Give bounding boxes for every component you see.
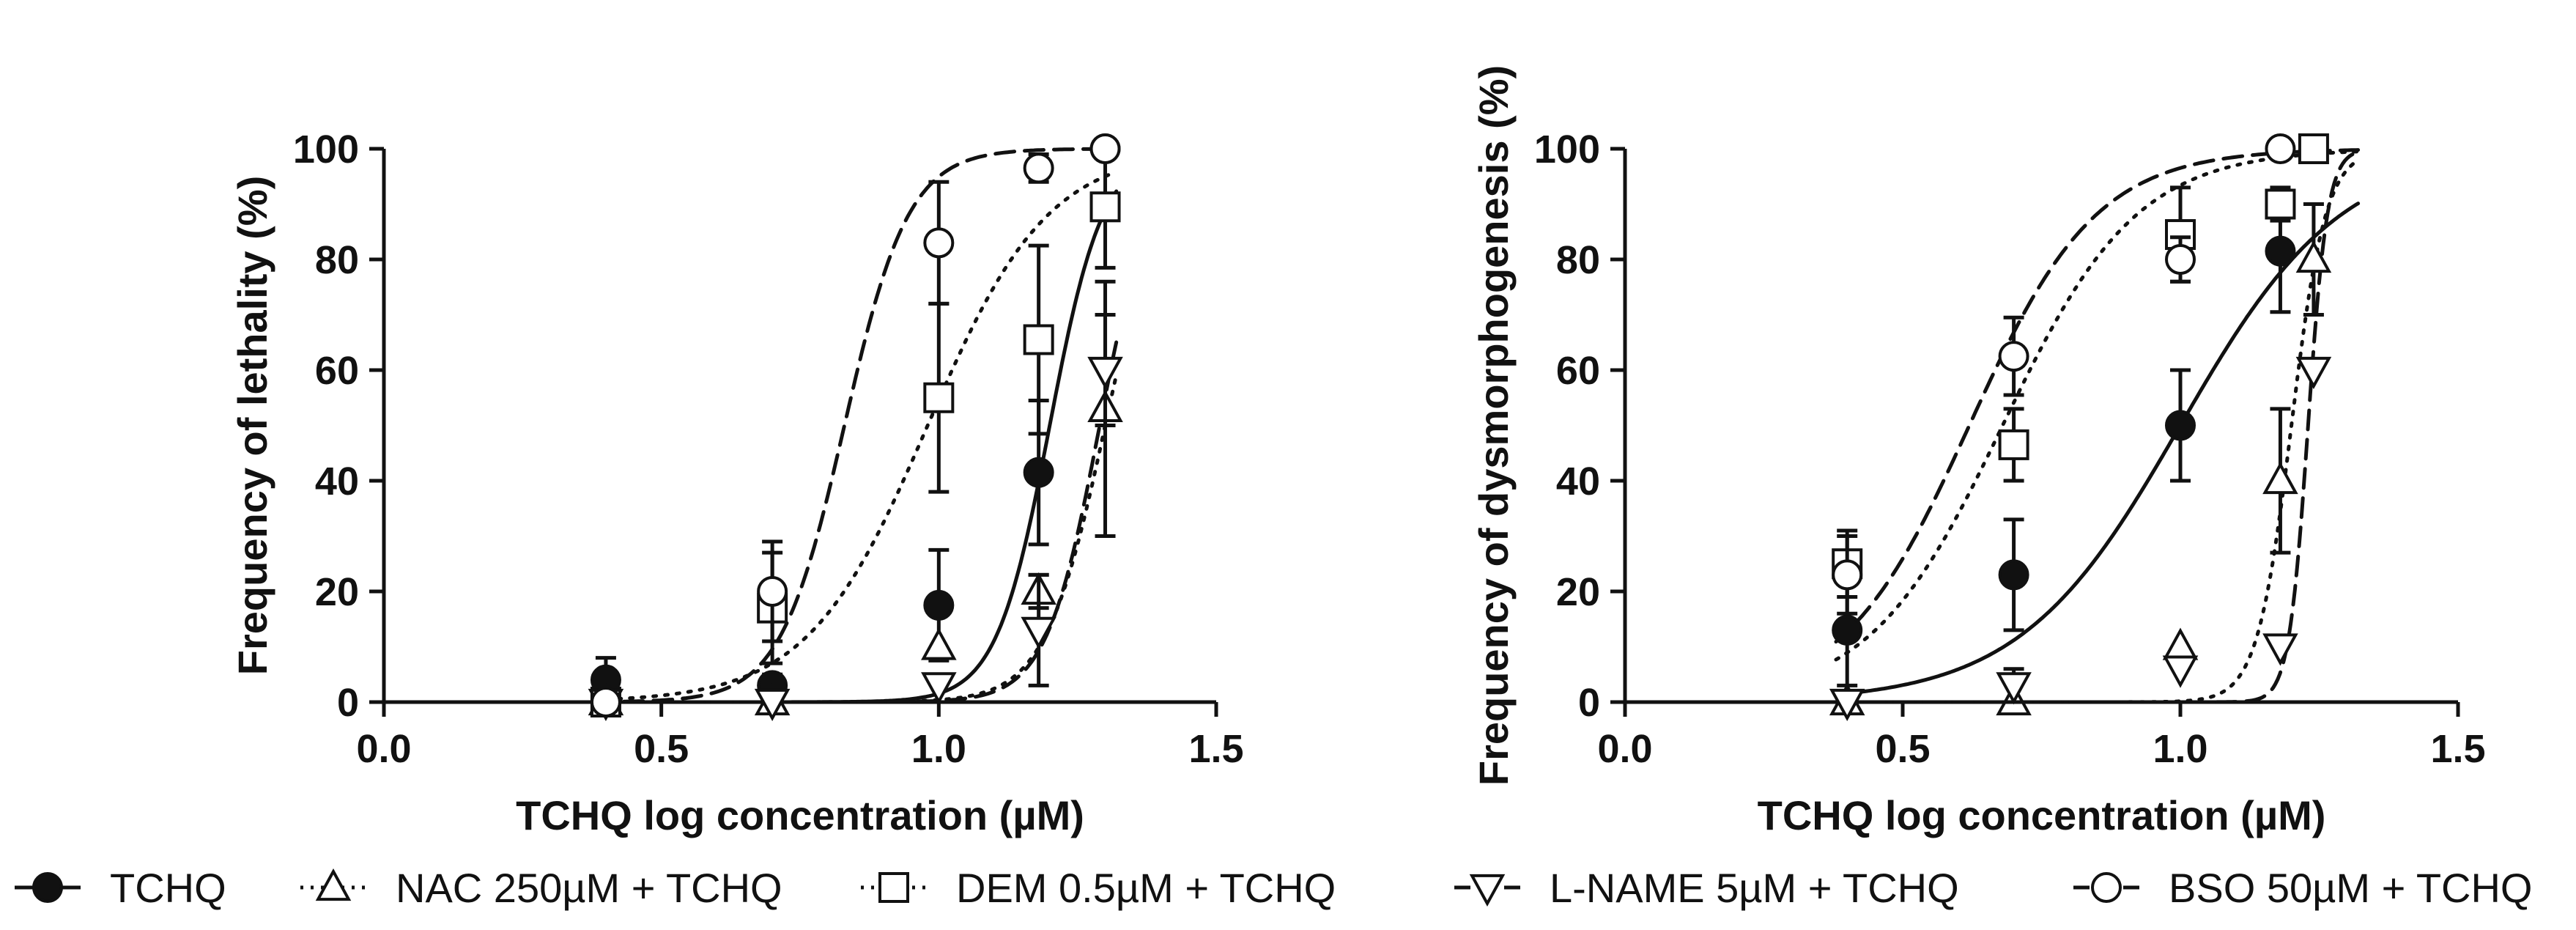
data-point [2262, 633, 2298, 666]
y-tick-label: 40 [315, 460, 359, 503]
legend-marker [878, 872, 909, 903]
fit-curve [593, 170, 1119, 702]
legend-item: NAC 250µM + TCHQ [300, 865, 782, 911]
y-tick-label: 0 [337, 681, 359, 725]
data-point [1089, 191, 1121, 223]
y-tick-label: 100 [1534, 128, 1600, 171]
legend-label: NAC 250µM + TCHQ [396, 865, 782, 911]
data-point [1023, 324, 1054, 355]
data-point [1998, 341, 2029, 372]
data-point [1832, 614, 1863, 646]
x-tick-label: 0.0 [1597, 727, 1652, 771]
data-point [1998, 429, 2029, 460]
data-point [590, 687, 621, 717]
legend-label: BSO 50µM + TCHQ [2169, 865, 2532, 911]
legend-label: TCHQ [110, 865, 226, 911]
legend-marker [32, 872, 63, 903]
data-point [923, 589, 955, 621]
data-point [1021, 616, 1056, 649]
x-tick-label: 0.5 [1875, 727, 1930, 771]
y-tick-label: 80 [315, 238, 359, 282]
data-point [1998, 559, 2029, 591]
data-point [923, 227, 955, 259]
data-point [2265, 133, 2296, 164]
data-point [921, 672, 957, 705]
x-tick-label: 0.0 [356, 727, 411, 771]
data-point [754, 688, 791, 722]
y-tick-label: 20 [315, 570, 359, 614]
y-axis-title: Frequency of dysmorphogenesis (%) [1470, 65, 1517, 786]
legend: TCHQ NAC 250µM + TCHQ DEM 0.5µM + TCHQ L-NA… [15, 865, 2532, 911]
x-tick-label: 0.5 [634, 727, 689, 771]
x-tick-label: 1.0 [911, 727, 966, 771]
fit-curve [593, 340, 1119, 704]
x-tick-label: 1.5 [1188, 727, 1243, 771]
data-point [2265, 188, 2296, 220]
y-tick-label: 0 [1578, 681, 1600, 725]
y-tick-label: 20 [1556, 570, 1600, 614]
data-point [2262, 461, 2298, 495]
x-tick-label: 1.5 [2430, 727, 2485, 771]
data-point [2295, 240, 2332, 273]
data-point [2295, 356, 2332, 390]
data-point [757, 576, 788, 607]
data-point [1089, 133, 1121, 164]
data-point [2165, 244, 2196, 275]
data-point [2165, 410, 2196, 441]
fit-curve [1834, 202, 2361, 697]
x-tick-label: 1.0 [2153, 727, 2207, 771]
legend-marker [2091, 872, 2122, 903]
dysmorphogenesis-chart: 0 20 40 60 80 100 0.0 0.5 1.0 1.5 TCHQ log concent… [1470, 65, 2486, 838]
legend-item: TCHQ [15, 865, 226, 911]
x-axis-title: TCHQ log concentration (µM) [516, 792, 1084, 838]
data-point [1087, 356, 1123, 390]
fit-curve [593, 147, 1119, 704]
data-point [1023, 152, 1054, 184]
data-point [1023, 457, 1054, 488]
y-tick-label: 60 [1556, 349, 1600, 393]
fit-curve [1834, 150, 2361, 704]
y-tick-label: 100 [293, 128, 359, 171]
data-point [921, 627, 957, 660]
data-point [1829, 688, 1865, 722]
data-point [1996, 672, 2032, 705]
lethality-chart: 0 20 40 60 80 100 0.0 0.5 1.0 1.5 TCHQ log concent… [229, 128, 1244, 838]
data-point [923, 382, 955, 413]
data-point [2162, 627, 2199, 660]
y-tick-label: 60 [315, 349, 359, 393]
y-axis-title: Frequency of lethality (%) [229, 176, 275, 675]
data-point [1832, 559, 1863, 591]
data-point [2298, 133, 2329, 164]
y-tick-label: 40 [1556, 460, 1600, 503]
data-point [2265, 235, 2296, 267]
x-axis-title: TCHQ log concentration (µM) [1758, 792, 2326, 838]
y-tick-label: 80 [1556, 238, 1600, 282]
legend-item: BSO 50µM + TCHQ [2073, 865, 2532, 911]
legend-item: DEM 0.5µM + TCHQ [861, 865, 1336, 911]
legend-marker [1469, 874, 1506, 907]
legend-label: L-NAME 5µM + TCHQ [1550, 865, 1959, 911]
data-point [2162, 655, 2199, 688]
fit-curve [1834, 158, 2361, 704]
fit-curve [593, 373, 1119, 704]
legend-label: DEM 0.5µM + TCHQ [956, 865, 1336, 911]
legend-marker [315, 868, 352, 901]
legend-item: L-NAME 5µM + TCHQ [1454, 865, 1959, 911]
